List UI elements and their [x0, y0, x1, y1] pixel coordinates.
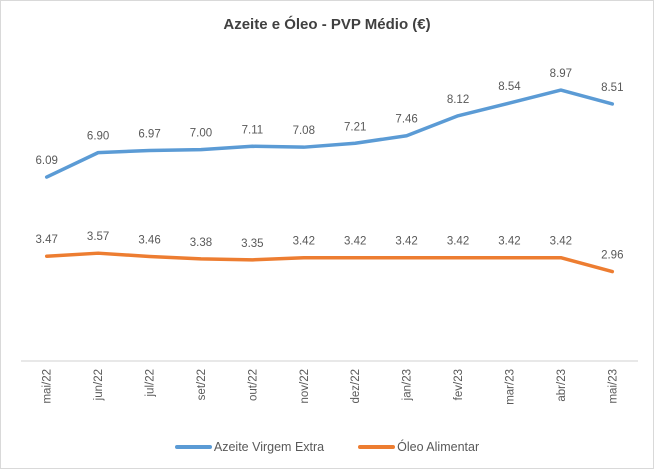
data-label: 3.47: [36, 234, 58, 246]
data-label: 3.42: [550, 236, 572, 248]
data-label: 8.51: [601, 82, 623, 94]
legend-label-azeite-virgem-extra: Azeite Virgem Extra: [213, 440, 325, 454]
data-label: 6.09: [36, 155, 58, 167]
data-label: 7.21: [344, 121, 366, 133]
data-label: 7.11: [242, 124, 264, 136]
data-label: 3.42: [395, 236, 417, 248]
data-label: 6.97: [138, 129, 160, 141]
x-axis-tick-label: fev/23: [453, 369, 465, 400]
x-axis-tick-label: jun/22: [93, 369, 105, 401]
data-label: 3.35: [241, 238, 263, 250]
data-label: 8.12: [447, 94, 469, 106]
data-label: 3.57: [87, 231, 109, 243]
data-label: 3.42: [293, 236, 315, 248]
x-axis-tick-label: jul/22: [145, 369, 157, 398]
x-axis-tick-label: set/22: [196, 369, 208, 400]
x-axis-tick-label: jan/23: [402, 369, 414, 401]
x-axis-tick-label: nov/22: [299, 369, 311, 404]
series-line-azeite-virgem-extra[interactable]: [44, 88, 615, 179]
chart-title: Azeite e Óleo - PVP Médio (€): [223, 16, 431, 33]
series-line-oleo-alimentar[interactable]: [44, 251, 615, 274]
data-label: 6.90: [87, 131, 109, 143]
data-label: 8.54: [498, 81, 521, 93]
chart-legend: Azeite Virgem Extra Óleo Alimentar: [1, 440, 653, 454]
data-label: 2.96: [601, 250, 623, 262]
data-label: 7.46: [395, 114, 417, 126]
data-label: 3.42: [498, 236, 520, 248]
data-label: 3.38: [190, 237, 212, 249]
data-label: 7.00: [190, 128, 212, 140]
x-axis-tick-label: mar/23: [504, 369, 516, 405]
legend-item-azeite-virgem-extra[interactable]: Azeite Virgem Extra: [174, 440, 325, 454]
x-axis-tick-label: abr/23: [556, 369, 568, 402]
legend-swatch-oleo-icon: [358, 445, 396, 449]
data-label: 8.97: [550, 68, 572, 80]
x-axis-tick-label: mai/22: [42, 369, 54, 404]
x-axis-tick-label: mai/23: [607, 369, 619, 404]
data-label: 3.42: [447, 236, 469, 248]
data-label: 3.46: [138, 235, 160, 247]
x-axis-tick-label: out/22: [247, 369, 259, 401]
legend-swatch-azeite-icon: [174, 445, 212, 449]
data-label: 3.42: [344, 236, 366, 248]
legend-item-oleo-alimentar[interactable]: Óleo Alimentar: [358, 440, 479, 454]
x-axis-tick-label: dez/22: [350, 369, 362, 404]
data-label: 7.08: [293, 125, 315, 137]
legend-label-oleo-alimentar: Óleo Alimentar: [397, 440, 480, 454]
